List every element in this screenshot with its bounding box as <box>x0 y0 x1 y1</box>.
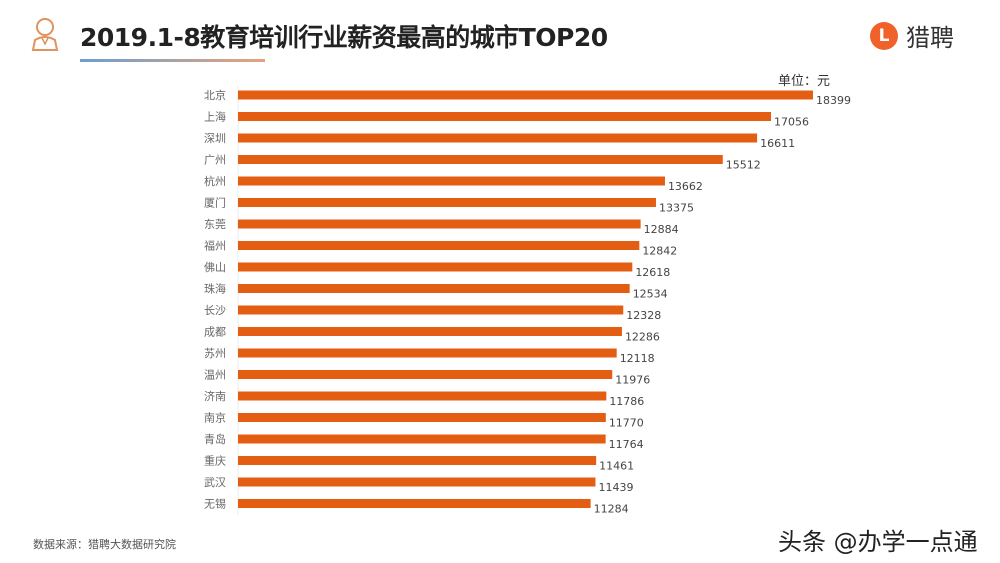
bar <box>238 133 758 143</box>
value-label: 12618 <box>635 266 670 279</box>
value-label: 11976 <box>615 374 650 387</box>
value-label: 13662 <box>668 180 703 193</box>
category-label: 杭州 <box>204 174 226 188</box>
category-label: 广州 <box>204 154 226 167</box>
logo-mark-icon: L <box>870 21 898 50</box>
category-label: 济南 <box>204 389 226 403</box>
bar <box>238 499 591 508</box>
value-label: 11439 <box>598 481 633 494</box>
value-label: 12286 <box>625 331 660 344</box>
value-label: 15512 <box>726 159 761 172</box>
bar <box>238 348 617 358</box>
category-label: 苏州 <box>204 347 226 360</box>
value-label: 11461 <box>599 460 634 473</box>
value-label: 11786 <box>609 395 644 408</box>
bar <box>238 434 606 444</box>
category-label: 珠海 <box>204 282 226 296</box>
chart-title: 2019.1-8教育培训行业薪资最高的城市TOP20 <box>80 23 608 52</box>
category-label: 南京 <box>204 411 226 425</box>
category-label: 厦门 <box>204 196 226 210</box>
logo: L 猎聘 <box>870 18 954 53</box>
bar <box>238 262 633 272</box>
category-label: 无锡 <box>204 497 226 511</box>
bar <box>238 456 597 465</box>
value-label: 11284 <box>594 503 629 516</box>
data-source: 数据来源：猎聘大数据研究院 <box>33 538 176 551</box>
bar <box>238 370 613 379</box>
bar <box>238 305 624 315</box>
category-label: 青岛 <box>204 432 226 446</box>
value-label: 13375 <box>659 202 694 215</box>
value-label: 11764 <box>609 438 644 451</box>
watermark: 头条 @办学一点通 <box>778 528 978 556</box>
category-label: 北京 <box>204 88 226 102</box>
category-label: 深圳 <box>204 132 226 145</box>
bar <box>238 241 640 250</box>
bar <box>238 391 607 401</box>
category-label: 成都 <box>204 326 226 339</box>
bar <box>238 155 723 164</box>
bar <box>238 327 622 336</box>
category-label: 佛山 <box>204 261 226 274</box>
value-label: 11770 <box>609 417 644 430</box>
bar <box>238 219 641 229</box>
bar <box>238 477 596 487</box>
bar <box>238 284 630 293</box>
unit-label: 单位：元 <box>778 74 831 89</box>
value-label: 16611 <box>760 137 795 150</box>
bar <box>238 90 813 100</box>
value-label: 18399 <box>816 94 851 107</box>
bar <box>238 198 656 207</box>
bar <box>238 112 771 121</box>
category-label: 武汉 <box>204 476 226 489</box>
category-label: 长沙 <box>204 304 226 317</box>
bar <box>238 413 606 422</box>
title-underline <box>80 59 265 62</box>
value-label: 12118 <box>620 352 655 365</box>
value-label: 12884 <box>644 223 679 236</box>
logo-text: 猎聘 <box>906 24 954 52</box>
category-label: 温州 <box>204 369 226 382</box>
category-label: 福州 <box>204 239 226 253</box>
category-label: 东莞 <box>204 218 226 231</box>
bar <box>238 176 665 186</box>
category-label: 重庆 <box>204 454 226 468</box>
value-label: 12534 <box>633 288 668 301</box>
category-label: 上海 <box>204 110 226 124</box>
person-icon <box>31 18 59 51</box>
value-label: 12842 <box>642 245 677 258</box>
value-label: 12328 <box>626 309 661 322</box>
value-label: 17056 <box>774 116 809 129</box>
